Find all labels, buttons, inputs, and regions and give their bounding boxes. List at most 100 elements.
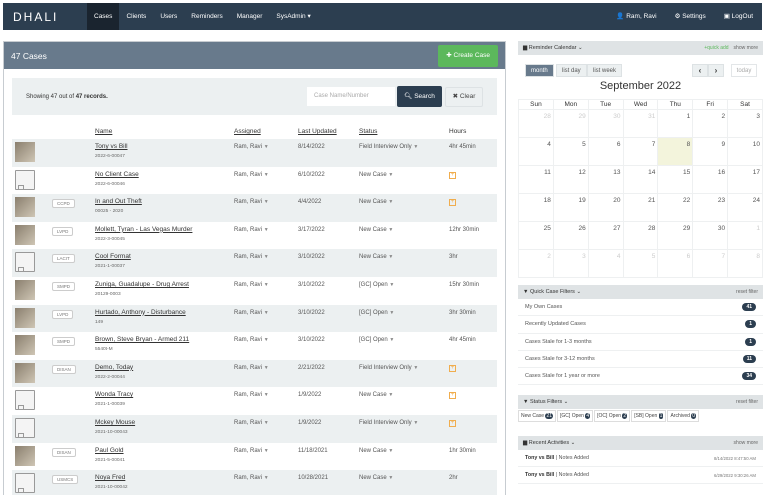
case-name-link[interactable]: Brown, Steve Bryan - Armed 211 bbox=[95, 336, 190, 344]
status-dropdown[interactable]: [GC] Open ▼ bbox=[359, 309, 395, 316]
folder-placeholder-icon[interactable] bbox=[15, 169, 35, 190]
nav-cases[interactable]: Cases bbox=[87, 3, 120, 30]
assigned-dropdown[interactable]: Ram, Ravi ▼ bbox=[234, 475, 269, 482]
case-thumbnail[interactable] bbox=[15, 307, 35, 328]
assigned-dropdown[interactable]: Ram, Ravi ▼ bbox=[234, 171, 269, 178]
calendar-day[interactable]: 7 bbox=[692, 249, 729, 278]
quick-add-link[interactable]: +quick add bbox=[704, 45, 729, 51]
calendar-day[interactable]: 5 bbox=[622, 249, 659, 278]
calendar-day[interactable]: 10 bbox=[727, 137, 763, 166]
case-thumbnail[interactable] bbox=[15, 197, 35, 218]
calendar-day[interactable]: 31 bbox=[622, 109, 659, 138]
calendar-day[interactable]: 28 bbox=[518, 109, 554, 138]
case-name-link[interactable]: Noya Fred bbox=[95, 474, 126, 482]
assigned-dropdown[interactable]: Ram, Ravi ▼ bbox=[234, 392, 269, 399]
sort-assigned[interactable]: Assigned bbox=[234, 128, 261, 135]
quick-filter-item[interactable]: Cases Stale for 3-12 months 11 bbox=[518, 351, 763, 369]
assigned-dropdown[interactable]: Ram, Ravi ▼ bbox=[234, 447, 269, 454]
quick-filter-item[interactable]: Cases Stale for 1-3 months 1 bbox=[518, 334, 763, 351]
calendar-day[interactable]: 26 bbox=[552, 221, 589, 250]
brand-logo[interactable]: DHALI bbox=[13, 9, 59, 24]
view-list-week-button[interactable]: list week bbox=[587, 64, 623, 77]
calendar-day[interactable]: 29 bbox=[552, 109, 589, 138]
search-button[interactable]: 🔍︎ Search bbox=[397, 86, 442, 107]
calendar-day[interactable]: 3 bbox=[552, 249, 589, 278]
case-search-input[interactable]: Case Name/Number bbox=[307, 87, 395, 106]
status-dropdown[interactable]: [GC] Open ▼ bbox=[359, 337, 395, 344]
calendar-day[interactable]: 24 bbox=[727, 193, 763, 222]
sort-name[interactable]: Name bbox=[95, 128, 113, 135]
assigned-dropdown[interactable]: Ram, Ravi ▼ bbox=[234, 364, 269, 371]
case-name-link[interactable]: Wonda Tracy bbox=[95, 391, 134, 399]
case-name-link[interactable]: No Client Case bbox=[95, 170, 139, 178]
assigned-dropdown[interactable]: Ram, Ravi ▼ bbox=[234, 144, 269, 150]
calendar-day[interactable]: 20 bbox=[587, 193, 624, 222]
status-filter-button[interactable]: [OC] Open 2 bbox=[594, 410, 631, 423]
assigned-dropdown[interactable]: Ram, Ravi ▼ bbox=[234, 254, 269, 261]
case-name-link[interactable]: Paul Gold bbox=[95, 446, 124, 454]
assigned-dropdown[interactable]: Ram, Ravi ▼ bbox=[234, 226, 269, 233]
folder-placeholder-icon[interactable] bbox=[15, 417, 35, 438]
status-dropdown[interactable]: [GC] Open ▼ bbox=[359, 281, 395, 288]
status-filter-button[interactable]: Archived 0 bbox=[667, 410, 700, 423]
clear-button[interactable]: ✖ Clear bbox=[445, 86, 483, 107]
status-dropdown[interactable]: New Case ▼ bbox=[359, 199, 394, 206]
nav-logout[interactable]: ▣ LogOut bbox=[723, 13, 753, 20]
assigned-dropdown[interactable]: Ram, Ravi ▼ bbox=[234, 337, 269, 344]
today-button[interactable]: today bbox=[731, 64, 757, 77]
case-name-link[interactable]: Tony vs Bill bbox=[95, 143, 128, 150]
calendar-day[interactable]: 15 bbox=[657, 165, 694, 194]
quick-filter-item[interactable]: Cases Stale for 1 year or more 34 bbox=[518, 368, 763, 386]
calendar-day[interactable]: 4 bbox=[587, 249, 624, 278]
nav-sysadmin[interactable]: SysAdmin ▾ bbox=[276, 13, 311, 20]
folder-placeholder-icon[interactable] bbox=[15, 473, 35, 494]
case-name-link[interactable]: Mollett, Tyran - Las Vegas Murder bbox=[95, 225, 193, 233]
status-dropdown[interactable]: New Case ▼ bbox=[359, 226, 394, 233]
recent-show-more-link[interactable]: show more bbox=[733, 440, 758, 447]
calendar-day[interactable]: 28 bbox=[622, 221, 659, 250]
calendar-day[interactable]: 2 bbox=[692, 109, 729, 138]
status-dropdown[interactable]: New Case ▼ bbox=[359, 475, 394, 482]
next-month-button[interactable]: › bbox=[708, 64, 724, 77]
case-name-link[interactable]: In and Out Theft bbox=[95, 198, 142, 206]
case-thumbnail[interactable] bbox=[15, 362, 35, 383]
nav-reminders[interactable]: Reminders bbox=[191, 13, 223, 20]
view-list-day-button[interactable]: list day bbox=[556, 64, 587, 77]
case-thumbnail[interactable] bbox=[15, 445, 35, 466]
status-dropdown[interactable]: New Case ▼ bbox=[359, 447, 394, 454]
calendar-day[interactable]: 12 bbox=[552, 165, 589, 194]
calendar-day[interactable]: 9 bbox=[692, 137, 729, 166]
calendar-day[interactable]: 14 bbox=[622, 165, 659, 194]
case-thumbnail[interactable] bbox=[15, 279, 35, 300]
calendar-day[interactable]: 3 bbox=[727, 109, 763, 138]
status-dropdown[interactable]: Field Interview Only ▼ bbox=[359, 144, 419, 150]
calendar-day[interactable]: 29 bbox=[657, 221, 694, 250]
nav-settings[interactable]: ⚙ Settings bbox=[674, 13, 706, 20]
nav-users[interactable]: Users bbox=[160, 13, 178, 20]
prev-month-button[interactable]: ‹ bbox=[692, 64, 708, 77]
status-dropdown[interactable]: Field Interview Only ▼ bbox=[359, 419, 419, 426]
quick-filter-item[interactable]: My Own Cases 41 bbox=[518, 299, 763, 317]
status-dropdown[interactable]: New Case ▼ bbox=[359, 171, 394, 178]
add-hours-button[interactable]: + bbox=[449, 199, 456, 207]
folder-placeholder-icon[interactable] bbox=[15, 252, 35, 273]
assigned-dropdown[interactable]: Ram, Ravi ▼ bbox=[234, 199, 269, 206]
calendar-day[interactable]: 16 bbox=[692, 165, 729, 194]
calendar-day[interactable]: 19 bbox=[552, 193, 589, 222]
calendar-day[interactable]: 6 bbox=[657, 249, 694, 278]
calendar-show-more-link[interactable]: show more bbox=[733, 45, 758, 51]
calendar-day[interactable]: 13 bbox=[587, 165, 624, 194]
case-name-link[interactable]: Demo, Today bbox=[95, 363, 134, 371]
case-thumbnail[interactable] bbox=[15, 224, 35, 245]
calendar-day[interactable]: 25 bbox=[518, 221, 554, 250]
case-name-link[interactable]: Zuniga, Guadalupe - Drug Arrest bbox=[95, 280, 189, 288]
calendar-day[interactable]: 30 bbox=[692, 221, 729, 250]
case-thumbnail[interactable] bbox=[15, 335, 35, 356]
activity-item[interactable]: Tony vs Bill | Notes Added 6/29/2022 9:30… bbox=[518, 467, 763, 485]
quick-filters-reset[interactable]: reset filter bbox=[736, 289, 758, 295]
calendar-day[interactable]: 30 bbox=[587, 109, 624, 138]
calendar-day[interactable]: 8 bbox=[657, 137, 694, 166]
quick-filter-item[interactable]: Recently Updated Cases 1 bbox=[518, 316, 763, 334]
status-dropdown[interactable]: New Case ▼ bbox=[359, 254, 394, 261]
add-hours-button[interactable]: + bbox=[449, 419, 456, 427]
